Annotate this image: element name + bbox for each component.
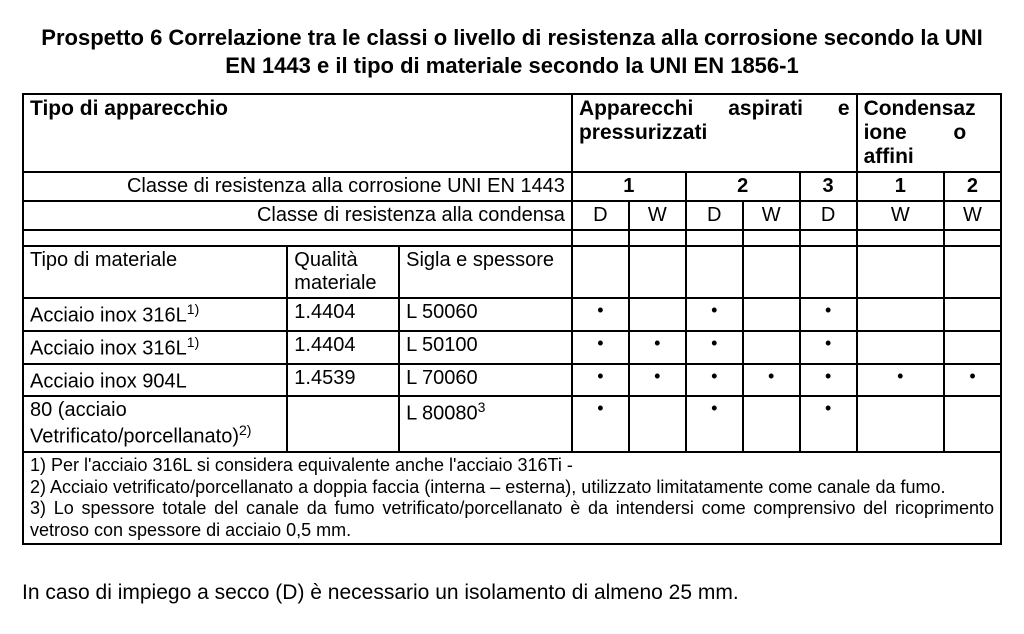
empty — [800, 246, 857, 298]
dw-6: W — [857, 201, 944, 230]
qual-cell: 1.4404 — [287, 298, 399, 331]
dot: • — [686, 331, 743, 364]
dot: • — [572, 298, 629, 331]
sigla-cell: L 70060 — [399, 364, 572, 397]
hdr-aspirati: Apparecchi aspirati e pressurizzati — [572, 94, 857, 172]
hdr-tipo-apparecchio: Tipo di apparecchio — [23, 94, 572, 172]
dot: • — [572, 364, 629, 397]
spacer — [800, 230, 857, 246]
dot — [743, 396, 800, 452]
dot — [743, 298, 800, 331]
sub-tipo-materiale: Tipo di materiale — [23, 246, 287, 298]
sigla-cell: L 800803 — [399, 396, 572, 452]
dot: • — [800, 364, 857, 397]
table-row: Acciaio inox 316L1) 1.4404 L 50060 • • • — [23, 298, 1001, 331]
note-2: 2) Acciaio vetrificato/porcellanato a do… — [30, 477, 994, 499]
table-title: Prospetto 6 Correlazione tra le classi o… — [22, 24, 1002, 79]
note-3: 3) Lo spessore totale del canale da fumo… — [30, 498, 994, 541]
spacer — [629, 230, 686, 246]
table-row: 80 (acciaio Vetrificato/porcellanato)2) … — [23, 396, 1001, 452]
mat-cell: Acciaio inox 316L1) — [23, 331, 287, 364]
col-cl3: 3 — [800, 172, 857, 201]
spacer — [572, 230, 629, 246]
dw-1: D — [572, 201, 629, 230]
qual-cell — [287, 396, 399, 452]
hdr-condensa: Condensazione oaffini — [857, 94, 1001, 172]
dot — [857, 396, 944, 452]
dot: • — [572, 331, 629, 364]
dw-3: D — [686, 201, 743, 230]
sigla-cell: L 50100 — [399, 331, 572, 364]
mat-cell: Acciaio inox 904L — [23, 364, 287, 397]
empty — [743, 246, 800, 298]
note-1: 1) Per l'acciaio 316L si considera equiv… — [30, 455, 994, 477]
qual-cell: 1.4539 — [287, 364, 399, 397]
dw-4: W — [743, 201, 800, 230]
bottom-note: In caso di impiego a secco (D) è necessa… — [22, 581, 1002, 605]
dot: • — [629, 331, 686, 364]
spacer — [743, 230, 800, 246]
dot — [944, 298, 1001, 331]
dot: • — [800, 331, 857, 364]
dot: • — [686, 364, 743, 397]
dot: • — [629, 364, 686, 397]
dot: • — [686, 396, 743, 452]
table-row: Acciaio inox 904L 1.4539 L 70060 • • • •… — [23, 364, 1001, 397]
hdr-classe-condensa: Classe di resistenza alla condensa — [23, 201, 572, 230]
dot — [857, 298, 944, 331]
dot — [944, 331, 1001, 364]
dot — [944, 396, 1001, 452]
spacer-left — [23, 230, 572, 246]
dw-5: D — [800, 201, 857, 230]
dot: • — [800, 396, 857, 452]
empty — [857, 246, 944, 298]
empty — [572, 246, 629, 298]
table-row: Acciaio inox 316L1) 1.4404 L 50100 • • •… — [23, 331, 1001, 364]
dot: • — [857, 364, 944, 397]
title-line-2: EN 1443 e il tipo di materiale secondo l… — [225, 53, 798, 78]
col-cl2: 2 — [686, 172, 800, 201]
col-cc2: 2 — [944, 172, 1001, 201]
dot: • — [743, 364, 800, 397]
sigla-cell: L 50060 — [399, 298, 572, 331]
dot — [857, 331, 944, 364]
dot: • — [800, 298, 857, 331]
mat-cell: Acciaio inox 316L1) — [23, 298, 287, 331]
sub-qualita: Qualità materiale — [287, 246, 399, 298]
spacer — [686, 230, 743, 246]
dot: • — [572, 396, 629, 452]
col-cl1: 1 — [572, 172, 686, 201]
title-line-1: Prospetto 6 Correlazione tra le classi o… — [41, 25, 982, 50]
empty — [944, 246, 1001, 298]
col-cc1: 1 — [857, 172, 944, 201]
hdr-classe-corrosione: Classe di resistenza alla corrosione UNI… — [23, 172, 572, 201]
dw-7: W — [944, 201, 1001, 230]
prospetto-6-table: Tipo di apparecchio Apparecchi aspirati … — [22, 93, 1002, 545]
dot — [743, 331, 800, 364]
dot — [629, 396, 686, 452]
mat-cell: 80 (acciaio Vetrificato/porcellanato)2) — [23, 396, 287, 452]
spacer — [944, 230, 1001, 246]
dot: • — [686, 298, 743, 331]
empty — [629, 246, 686, 298]
qual-cell: 1.4404 — [287, 331, 399, 364]
empty — [686, 246, 743, 298]
dot: • — [944, 364, 1001, 397]
dot — [629, 298, 686, 331]
sub-sigla: Sigla e spessore — [399, 246, 572, 298]
spacer — [857, 230, 944, 246]
notes-cell: 1) Per l'acciaio 316L si considera equiv… — [23, 452, 1001, 544]
dw-2: W — [629, 201, 686, 230]
